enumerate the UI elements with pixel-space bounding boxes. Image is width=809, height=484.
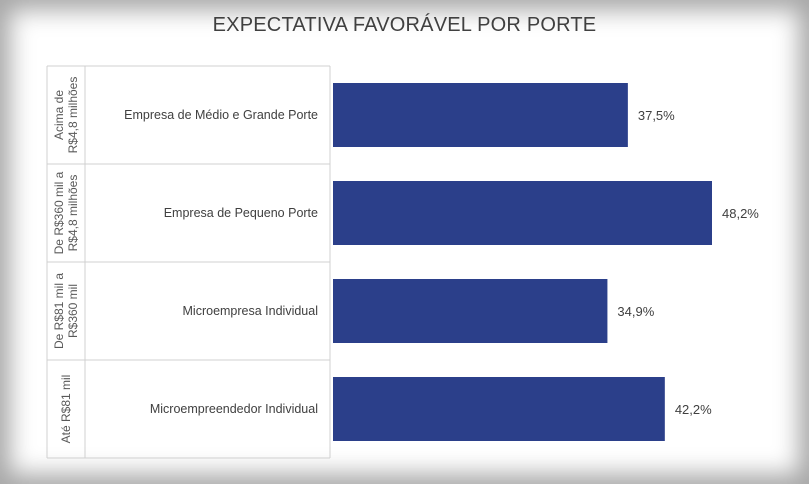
data-label: 48,2% <box>722 206 759 221</box>
group-label-line: R$360 mil <box>66 284 80 338</box>
bar <box>333 279 608 343</box>
bar <box>333 181 712 245</box>
group-label-line: De R$360 mil a <box>52 171 66 254</box>
group-label-line: R$4,8 milhões <box>66 77 80 154</box>
group-label-line: Acima de <box>52 90 66 140</box>
data-label: 34,9% <box>617 304 654 319</box>
category-label: Microempresa Individual <box>183 304 318 318</box>
group-label: Até R$81 mil <box>59 375 73 444</box>
data-label: 42,2% <box>675 402 712 417</box>
category-label: Empresa de Pequeno Porte <box>164 206 318 220</box>
chart-title: EXPECTATIVA FAVORÁVEL POR PORTE <box>212 14 597 36</box>
group-label: De R$360 mil aR$4,8 milhões <box>52 171 80 254</box>
category-label: Microempreendedor Individual <box>150 402 318 416</box>
data-label: 37,5% <box>638 108 675 123</box>
group-label-line: R$4,8 milhões <box>66 175 80 252</box>
bar <box>333 377 665 441</box>
group-label-line: Até R$81 mil <box>59 375 73 444</box>
group-label: Acima deR$4,8 milhões <box>52 77 80 154</box>
group-label-line: De R$81 mil a <box>52 273 66 349</box>
category-label: Empresa de Médio e Grande Porte <box>124 108 318 122</box>
bar <box>333 83 628 147</box>
group-label: De R$81 mil aR$360 mil <box>52 273 80 349</box>
